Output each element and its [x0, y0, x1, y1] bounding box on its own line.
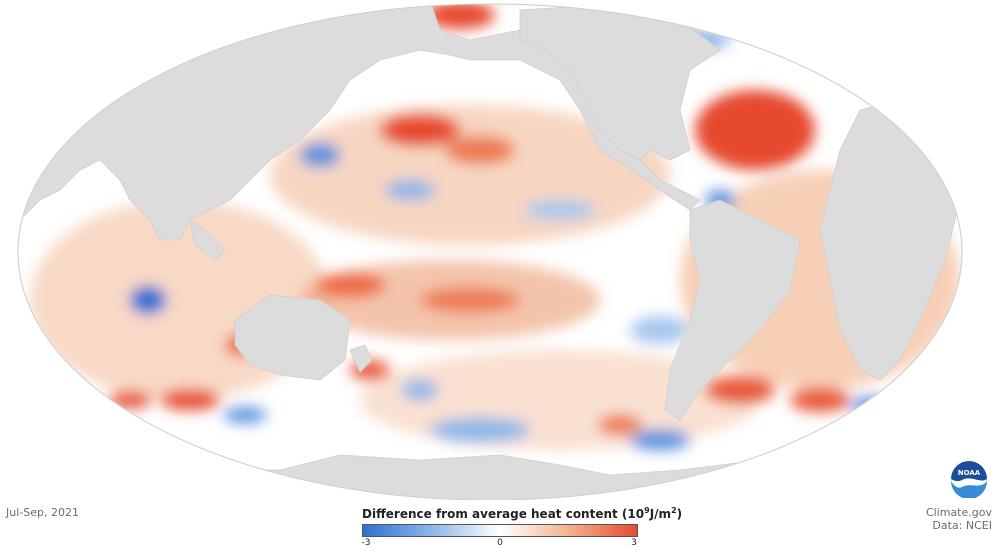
- world-map: [17, 3, 963, 500]
- land-antarctica: [18, 454, 962, 500]
- legend: Difference from average heat content (10…: [362, 506, 683, 551]
- legend-color-bar: [362, 524, 638, 537]
- credit-data: Data: NCEI: [932, 519, 992, 532]
- legend-tick-max: 3: [631, 538, 637, 548]
- legend-ticks: -3 0 3: [362, 537, 638, 551]
- legend-tick-mid: 0: [497, 538, 503, 548]
- land-south-america: [664, 199, 801, 421]
- land-new-zealand: [349, 344, 373, 373]
- map-globe-border: [17, 3, 963, 500]
- legend-tick-min: -3: [361, 538, 371, 548]
- map-container: [17, 3, 963, 500]
- land-islands: [189, 219, 226, 261]
- svg-text:NOAA: NOAA: [958, 469, 981, 477]
- credits: Climate.gov Data: NCEI: [926, 506, 992, 532]
- noaa-logo-icon: NOAA: [951, 461, 987, 498]
- legend-title: Difference from average heat content (10…: [362, 506, 683, 521]
- date-label: Jul-Sep, 2021: [6, 506, 79, 519]
- land-australia: [234, 294, 351, 381]
- land-north-america: [519, 4, 721, 161]
- credit-source: Climate.gov: [925, 506, 992, 519]
